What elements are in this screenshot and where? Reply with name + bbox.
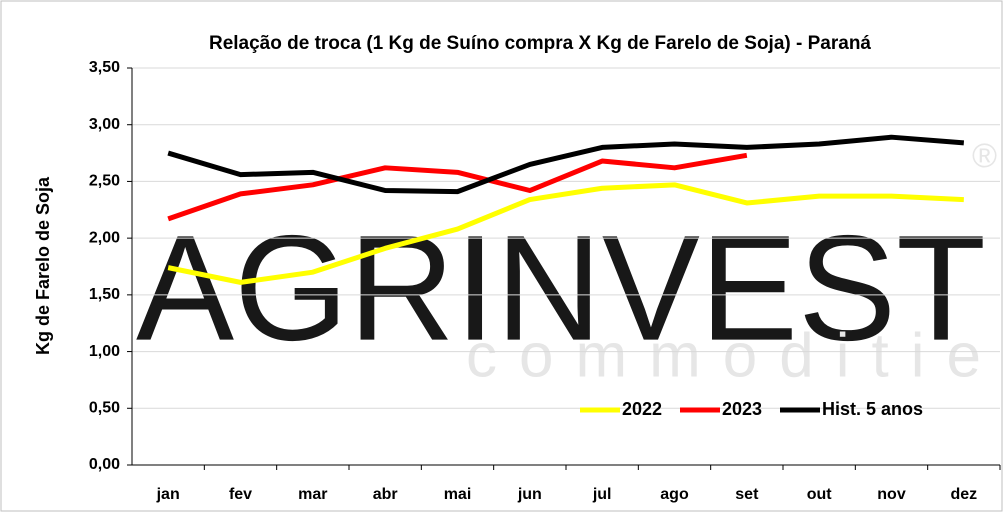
y-tick-label: 1,00 bbox=[89, 343, 120, 360]
x-tick-label: mai bbox=[444, 486, 472, 503]
y-tick-label: 2,50 bbox=[89, 173, 120, 190]
series-line bbox=[167, 134, 965, 195]
series-line bbox=[167, 182, 964, 285]
x-tick-label: ago bbox=[660, 486, 689, 503]
x-tick-label: mar bbox=[298, 486, 327, 503]
y-tick-label: 2,00 bbox=[89, 229, 120, 246]
x-tick-label: dez bbox=[950, 486, 977, 503]
x-tick-label: fev bbox=[229, 486, 252, 503]
chart-title: Relação de troca (1 Kg de Suíno compra X… bbox=[209, 33, 871, 54]
x-tick-label: nov bbox=[877, 486, 906, 503]
x-tick-label: set bbox=[735, 486, 759, 503]
legend-label: 2022 bbox=[622, 399, 662, 419]
watermark: AGRINVEST bbox=[136, 204, 986, 372]
x-tick-label: jan bbox=[156, 486, 180, 503]
series-line bbox=[167, 152, 748, 222]
y-tick-label: 1,50 bbox=[89, 286, 120, 303]
x-tick-label: abr bbox=[373, 486, 398, 503]
x-tick-label: jun bbox=[517, 486, 542, 503]
x-tick-label: out bbox=[807, 486, 833, 503]
y-tick-label: 0,00 bbox=[89, 456, 120, 473]
watermark: commodities bbox=[466, 321, 1003, 390]
watermark: ® bbox=[972, 137, 997, 175]
y-tick-label: 0,50 bbox=[89, 400, 120, 417]
y-tick-label: 3,50 bbox=[89, 59, 120, 76]
x-tick-label: jul bbox=[592, 486, 612, 503]
legend-label: 2023 bbox=[722, 399, 762, 419]
legend-label: Hist. 5 anos bbox=[822, 399, 923, 419]
y-axis-label: Kg de Farelo de Soja bbox=[33, 176, 53, 355]
y-tick-label: 3,00 bbox=[89, 116, 120, 133]
